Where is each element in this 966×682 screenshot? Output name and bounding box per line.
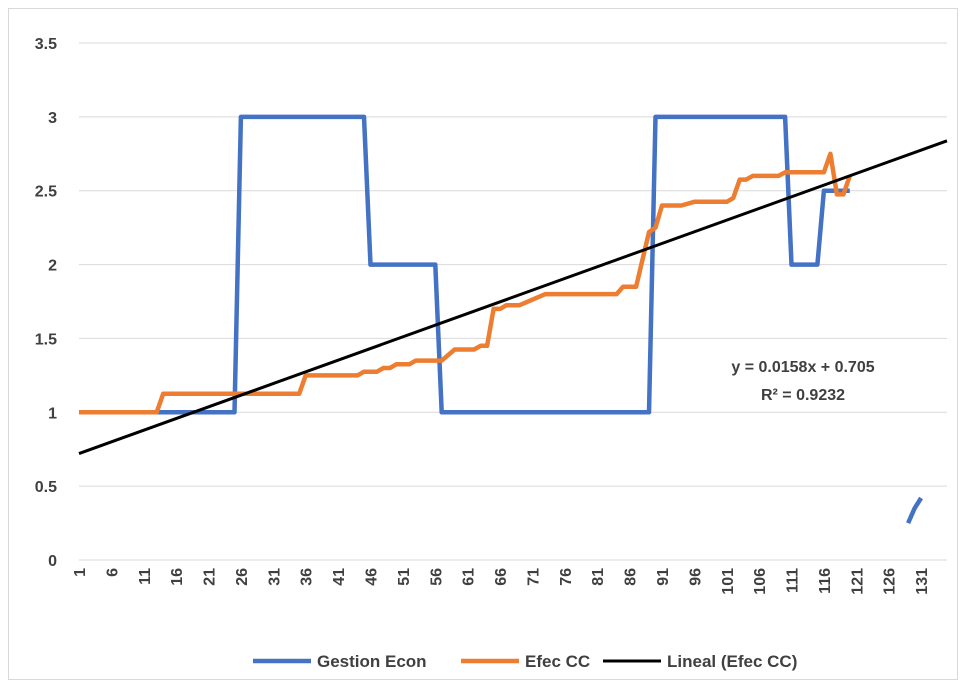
x-tick-label: 121 (849, 568, 866, 595)
x-tick-label: 116 (817, 568, 834, 594)
x-tick-label: 1 (72, 568, 89, 577)
y-tick-label: 1 (48, 405, 57, 422)
x-tick-label: 51 (396, 568, 413, 586)
y-tick-label: 0.5 (35, 479, 57, 496)
series-lines (79, 117, 947, 523)
trendline-lineal-efec-cc (79, 141, 947, 454)
x-tick-label: 56 (428, 568, 445, 586)
x-tick-label: 6 (104, 568, 121, 577)
y-tick-label: 1.5 (35, 331, 57, 348)
x-tick-label: 101 (720, 568, 737, 595)
legend: Gestion Econ Efec CC Lineal (Efec CC) (253, 652, 797, 671)
x-tick-label: 76 (558, 568, 575, 586)
x-tick-label: 31 (266, 568, 283, 586)
x-tick-label: 86 (623, 568, 640, 586)
x-tick-label: 71 (525, 568, 542, 586)
x-tick-label: 46 (363, 568, 380, 586)
x-tick-label: 66 (493, 568, 510, 586)
legend-label-lineal-efec-cc: Lineal (Efec CC) (667, 652, 797, 671)
x-tick-label: 21 (202, 568, 219, 586)
chart-frame: 0 0.5 1 1.5 2 2.5 3 3.5 1 6 11 16 21 26 31 36 41 46 51 56 6… (8, 8, 958, 680)
x-tick-label: 106 (752, 568, 769, 595)
x-tick-label: 61 (461, 568, 478, 586)
gridlines (79, 43, 947, 560)
series-line-gestion-econ (908, 498, 921, 523)
x-tick-label: 126 (882, 568, 899, 595)
x-tick-label: 11 (137, 568, 154, 585)
x-tick-label: 96 (687, 568, 704, 586)
legend-label-gestion-econ: Gestion Econ (317, 652, 427, 671)
x-tick-label: 41 (331, 568, 348, 586)
y-tick-label: 2.5 (35, 184, 57, 201)
x-tick-label: 16 (169, 568, 186, 586)
y-tick-label: 0 (48, 553, 57, 570)
y-tick-label: 2 (48, 258, 57, 275)
x-tick-label: 81 (590, 568, 607, 586)
x-tick-label: 91 (655, 568, 672, 586)
y-tick-label: 3.5 (35, 36, 57, 53)
trendline-r-squared: R² = 0.9232 (761, 387, 845, 404)
y-axis-tick-labels: 0 0.5 1 1.5 2 2.5 3 3.5 (35, 36, 57, 570)
x-axis-tick-labels: 1 6 11 16 21 26 31 36 41 46 51 56 61 66 71 76 81 86 91 96 10… (72, 568, 931, 595)
y-tick-label: 3 (48, 110, 57, 127)
trendline-equation: y = 0.0158x + 0.705 (731, 359, 874, 376)
x-tick-label: 26 (234, 568, 251, 586)
x-tick-label: 131 (914, 568, 931, 595)
x-tick-label: 36 (299, 568, 316, 586)
legend-label-efec-cc: Efec CC (525, 652, 590, 671)
line-chart: 00.511.522.533.5 1 6 11 16 21 26 31 36 41 46 51 56 6… (9, 9, 959, 681)
x-tick-label: 111 (785, 568, 802, 593)
trendline-annotation: y = 0.0158x + 0.705 R² = 0.9232 (731, 359, 874, 404)
